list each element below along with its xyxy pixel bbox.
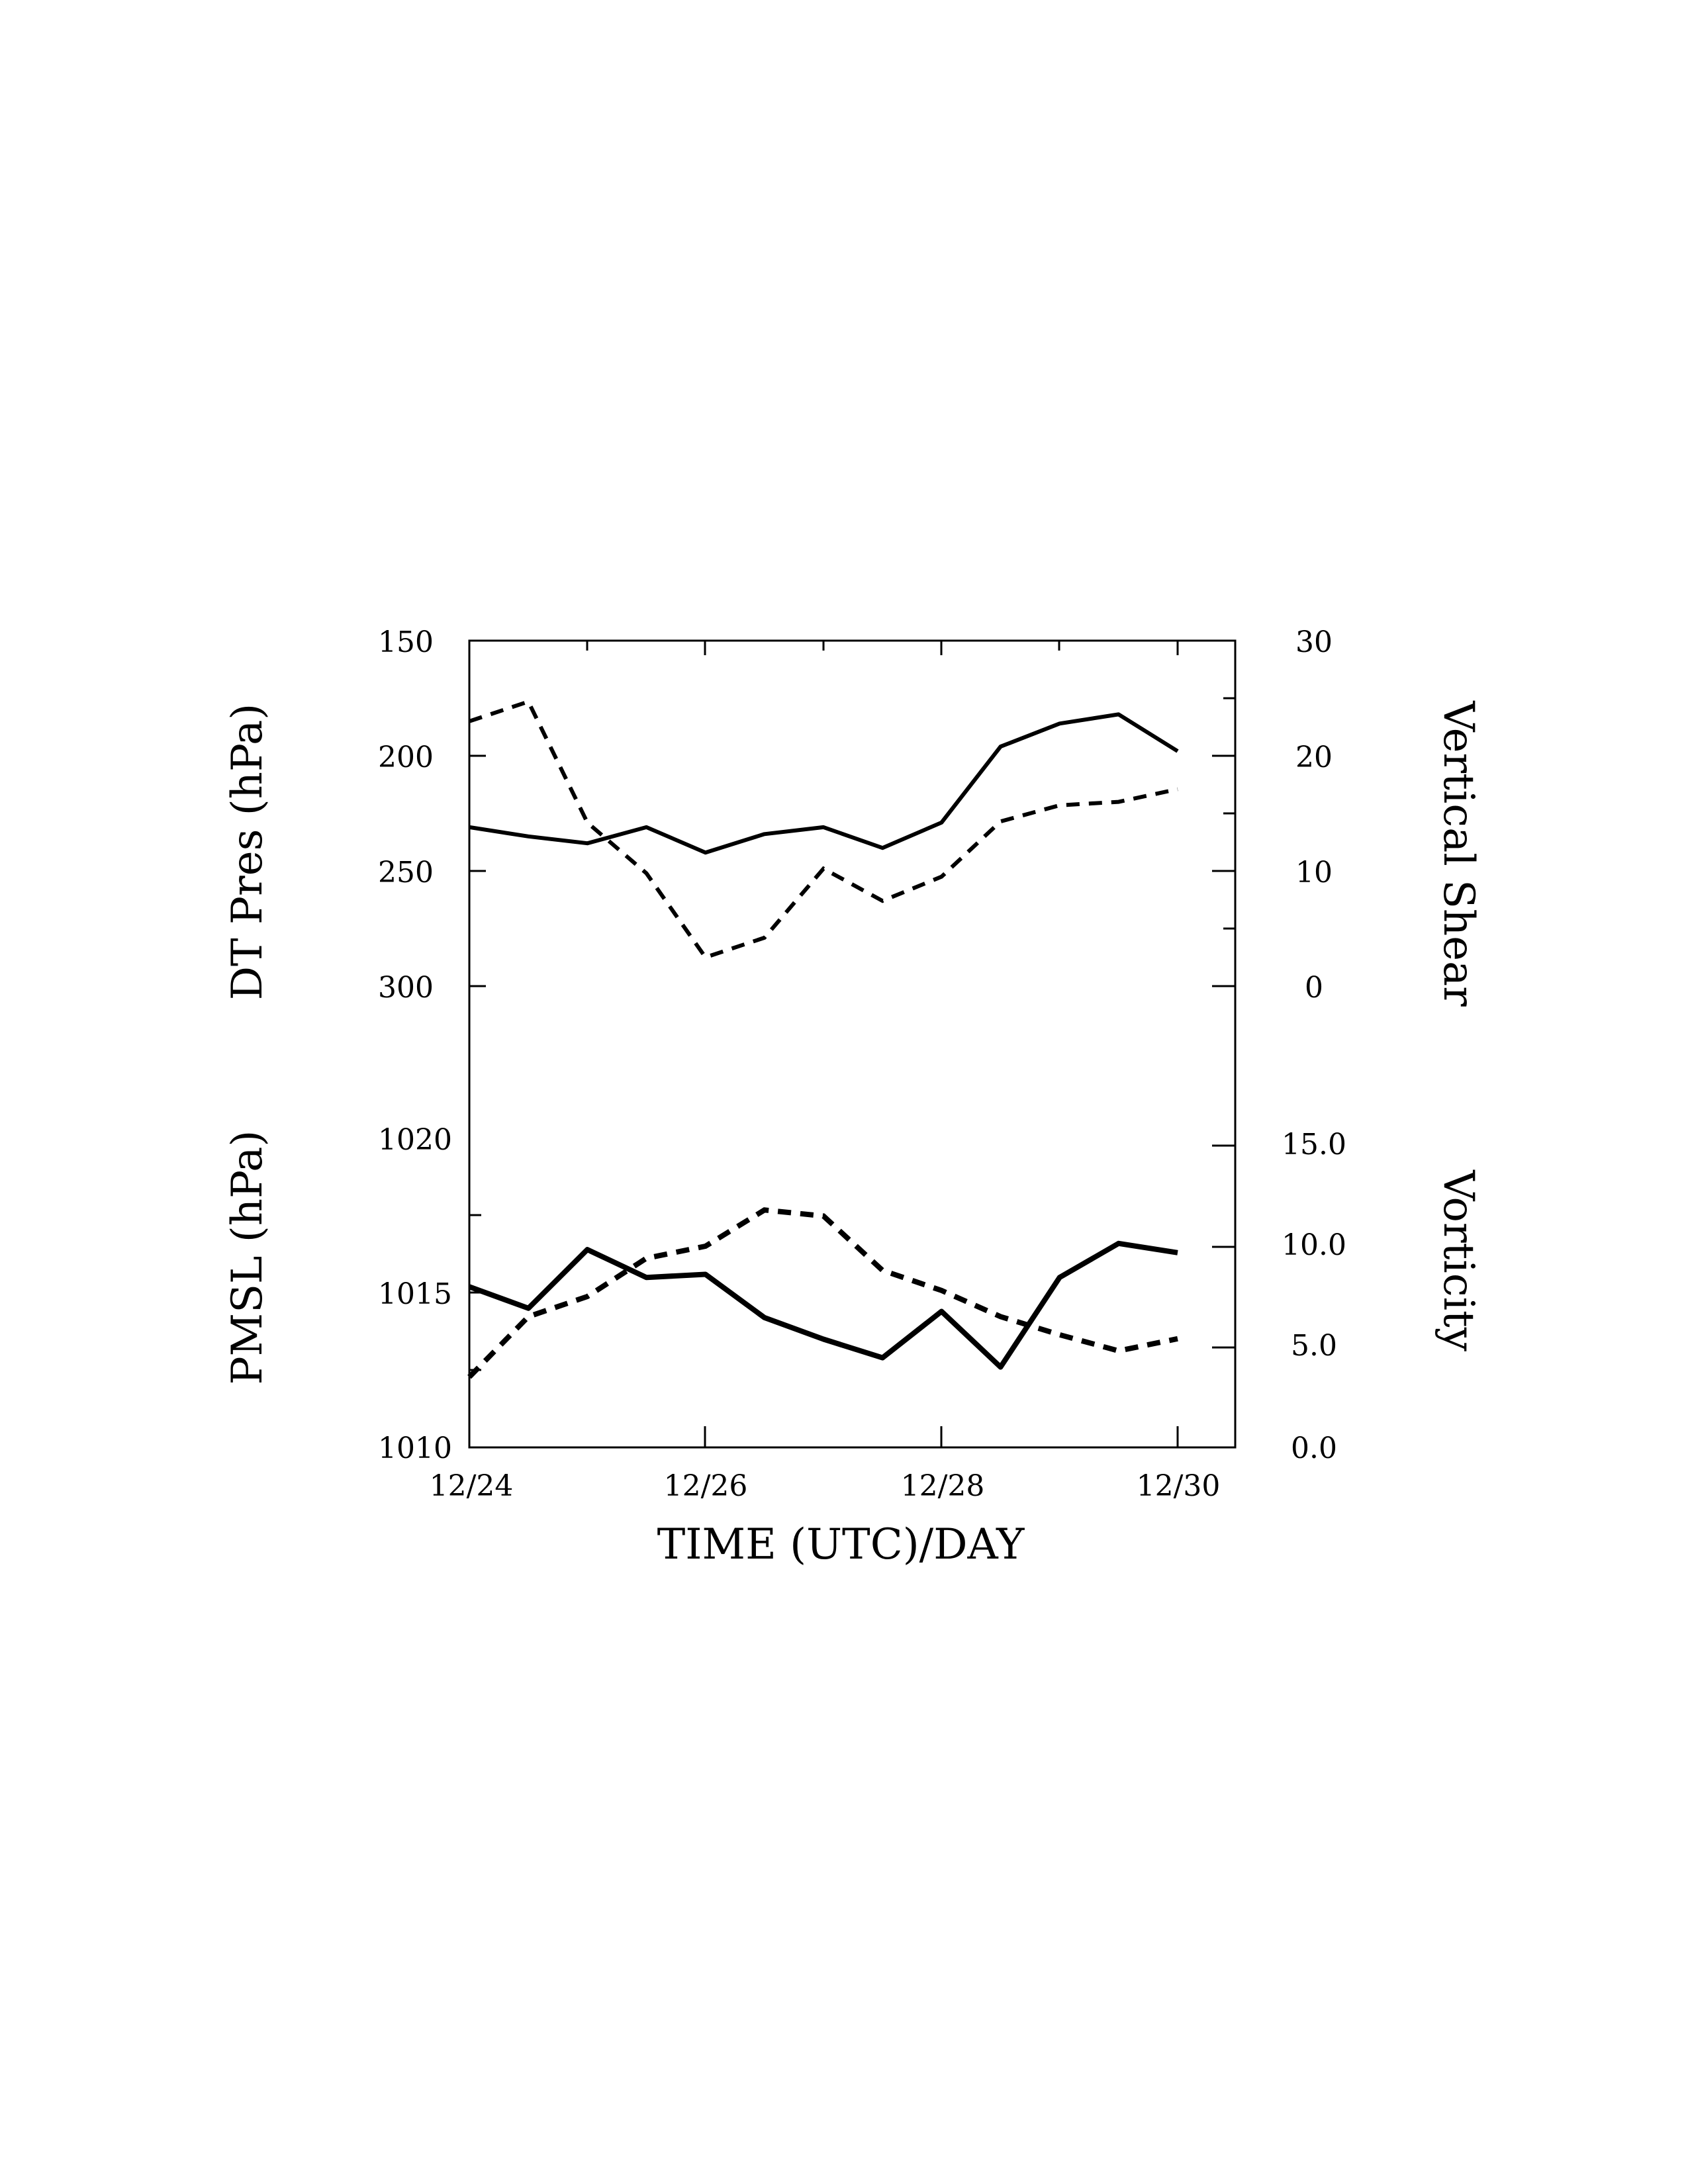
pmsl-series-line — [468, 1240, 1178, 1370]
lower-left-tick-label: 1020 — [378, 1123, 452, 1157]
lower-left-axis: 1020 1015 1010 — [378, 1123, 486, 1465]
x-axis: 12/24 12/26 12/28 12/30 TIME (UTC)/DAY — [430, 641, 1221, 1569]
upper-left-axis: 150 200 250 300 — [378, 625, 486, 1005]
lower-right-tick-label: 0.0 — [1291, 1432, 1337, 1465]
vertical-shear-series-line — [469, 699, 1178, 960]
upper-left-tick-label: 200 — [378, 741, 434, 774]
x-tick-label: 12/24 — [430, 1469, 514, 1503]
x-axis-title: TIME (UTC)/DAY — [657, 1520, 1025, 1569]
upper-right-tick-label: 30 — [1295, 625, 1333, 659]
upper-right-tick-label: 0 — [1305, 971, 1323, 1005]
x-tick-label: 12/26 — [664, 1469, 748, 1503]
lower-right-tick-label: 10.0 — [1282, 1228, 1346, 1262]
lower-left-tick-label: 1015 — [378, 1277, 452, 1311]
dt-pres-series-line — [469, 712, 1179, 855]
lower-right-axis: 15.0 10.0 5.0 0.0 — [1212, 1128, 1346, 1465]
lower-right-tick-label: 5.0 — [1291, 1329, 1337, 1363]
x-tick-label: 12/28 — [901, 1469, 985, 1503]
lower-right-tick-label: 15.0 — [1282, 1128, 1346, 1161]
upper-right-axis: 30 20 10 0 — [1212, 625, 1333, 1005]
plot-frame — [468, 639, 1237, 1449]
vorticity-axis-title: Vorticity — [1434, 1169, 1483, 1351]
lower-left-tick-label: 1010 — [378, 1432, 452, 1465]
vertical-shear-axis-title: Vertical Shear — [1434, 700, 1483, 1007]
upper-right-tick-label: 10 — [1295, 856, 1333, 889]
upper-left-tick-label: 250 — [378, 856, 434, 889]
upper-right-tick-label: 20 — [1295, 741, 1333, 774]
dt-pres-axis-title: DT Pres (hPa) — [223, 704, 272, 1001]
upper-left-tick-label: 150 — [378, 625, 434, 659]
pmsl-axis-title: PMSL (hPa) — [223, 1130, 272, 1385]
vorticity-series-line — [467, 1207, 1178, 1379]
upper-left-tick-label: 300 — [378, 971, 434, 1005]
x-tick-label: 12/30 — [1137, 1469, 1221, 1503]
